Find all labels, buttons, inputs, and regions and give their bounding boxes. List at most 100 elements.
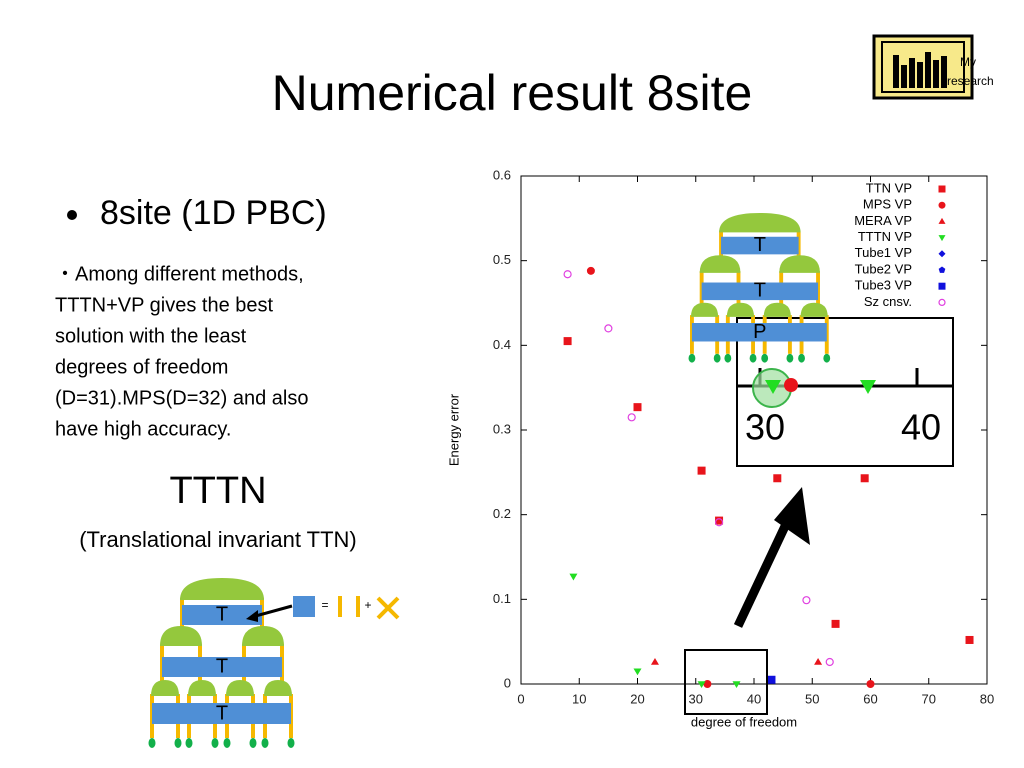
y-tick-label: 0.6 <box>493 167 511 182</box>
y-tick-label: 0.2 <box>493 506 511 521</box>
bullet-dot <box>67 210 77 220</box>
y-tick-label: 0.1 <box>493 591 511 606</box>
tree-bar <box>162 657 282 677</box>
tree-diagram <box>148 578 295 748</box>
tree-label: T <box>754 280 766 302</box>
point <box>773 474 782 483</box>
legend-label: MERA VP <box>854 213 912 228</box>
paragraph-line: ・Among different methods, <box>55 263 304 285</box>
tree-bar <box>721 236 799 255</box>
tree-node <box>264 680 292 696</box>
y-tick-label: 0.3 <box>493 421 511 436</box>
tree-bar <box>152 703 291 724</box>
tree-leaf <box>749 353 757 363</box>
inset-label: 40 <box>901 407 941 448</box>
inset-label: 30 <box>745 407 785 448</box>
point <box>802 596 811 605</box>
x-tick-label: 20 <box>630 691 644 706</box>
tree-node <box>180 578 264 600</box>
tree-node <box>699 255 741 273</box>
point <box>703 680 712 688</box>
tree-leaf <box>713 353 721 363</box>
point <box>831 619 840 628</box>
legend-marker <box>938 266 946 273</box>
x-tick-label: 30 <box>689 691 703 706</box>
point <box>714 518 724 527</box>
point <box>825 657 834 667</box>
tree-leaf <box>174 738 182 748</box>
tree-bar <box>691 323 827 342</box>
y-tick-label: 0 <box>504 675 511 690</box>
logo-inner <box>881 41 965 93</box>
heading: TTTN <box>169 470 266 512</box>
inset-point <box>765 380 781 394</box>
x-tick-label: 0 <box>517 691 524 706</box>
point <box>814 657 823 665</box>
tree-leaf <box>688 353 696 363</box>
y-tick-label: 0.4 <box>493 337 511 352</box>
logo-bars <box>893 52 947 88</box>
point <box>569 573 578 581</box>
tree-leaf <box>223 738 231 748</box>
tree-node <box>242 626 284 646</box>
tree-node <box>151 680 179 696</box>
tree-label: T <box>216 603 228 625</box>
tree-leaf <box>724 353 732 363</box>
point <box>627 413 636 422</box>
tree-node <box>226 680 254 696</box>
x-tick-label: 40 <box>747 691 761 706</box>
paragraph-line: degrees of freedom <box>55 356 228 378</box>
legend-marker <box>938 185 946 193</box>
tree-diagram <box>688 213 831 363</box>
tree-leaf <box>148 738 156 748</box>
x-tick-label: 70 <box>922 691 936 706</box>
tree-leaf <box>786 353 794 363</box>
inset-point <box>860 380 876 394</box>
point <box>767 675 776 684</box>
y-axis-label: Energy error <box>446 393 461 466</box>
point <box>697 681 706 688</box>
arrow-head <box>774 487 810 545</box>
paragraph-line: have high accuracy. <box>55 418 231 440</box>
tree-leaf <box>287 738 295 748</box>
legend-label: Sz cnsv. <box>864 294 912 309</box>
tree-leaf <box>761 353 769 363</box>
tree-label: T <box>216 702 228 724</box>
legend-marker <box>938 298 946 306</box>
y-tick-label: 0.5 <box>493 252 511 267</box>
tree-bar <box>701 282 819 301</box>
bullet-text: 8site (1D PBC) <box>100 194 327 232</box>
legend-marker <box>938 217 946 224</box>
point <box>586 266 595 275</box>
subheading: (Translational invariant TTN) <box>79 527 357 552</box>
point <box>860 474 869 483</box>
point <box>604 324 613 333</box>
tree-node <box>160 626 202 646</box>
arrow <box>251 604 293 619</box>
point <box>715 516 724 525</box>
point <box>697 466 706 475</box>
tensor-square <box>293 596 315 617</box>
x-tick-label: 60 <box>863 691 877 706</box>
arrow-head <box>246 610 258 622</box>
point <box>633 403 642 412</box>
point <box>633 668 642 676</box>
point <box>866 680 875 688</box>
equals: = <box>321 598 328 612</box>
tree-leaf <box>249 738 257 748</box>
logo-text: My <box>960 55 976 69</box>
legend-label: Tube2 VP <box>855 261 912 276</box>
legend-label: TTN VP <box>866 180 912 195</box>
tree-label: P <box>753 321 766 343</box>
point <box>732 681 741 688</box>
legend-label: MPS VP <box>863 197 912 212</box>
legend-label: Tube3 VP <box>855 278 912 293</box>
tree-leaf <box>798 353 805 363</box>
paragraph-line: solution with the least <box>55 325 247 347</box>
legend-marker <box>938 250 946 258</box>
slide-title: Numerical result 8site <box>272 65 753 121</box>
tree-leaf <box>185 738 193 748</box>
point <box>563 337 572 346</box>
tree-node <box>188 680 216 696</box>
